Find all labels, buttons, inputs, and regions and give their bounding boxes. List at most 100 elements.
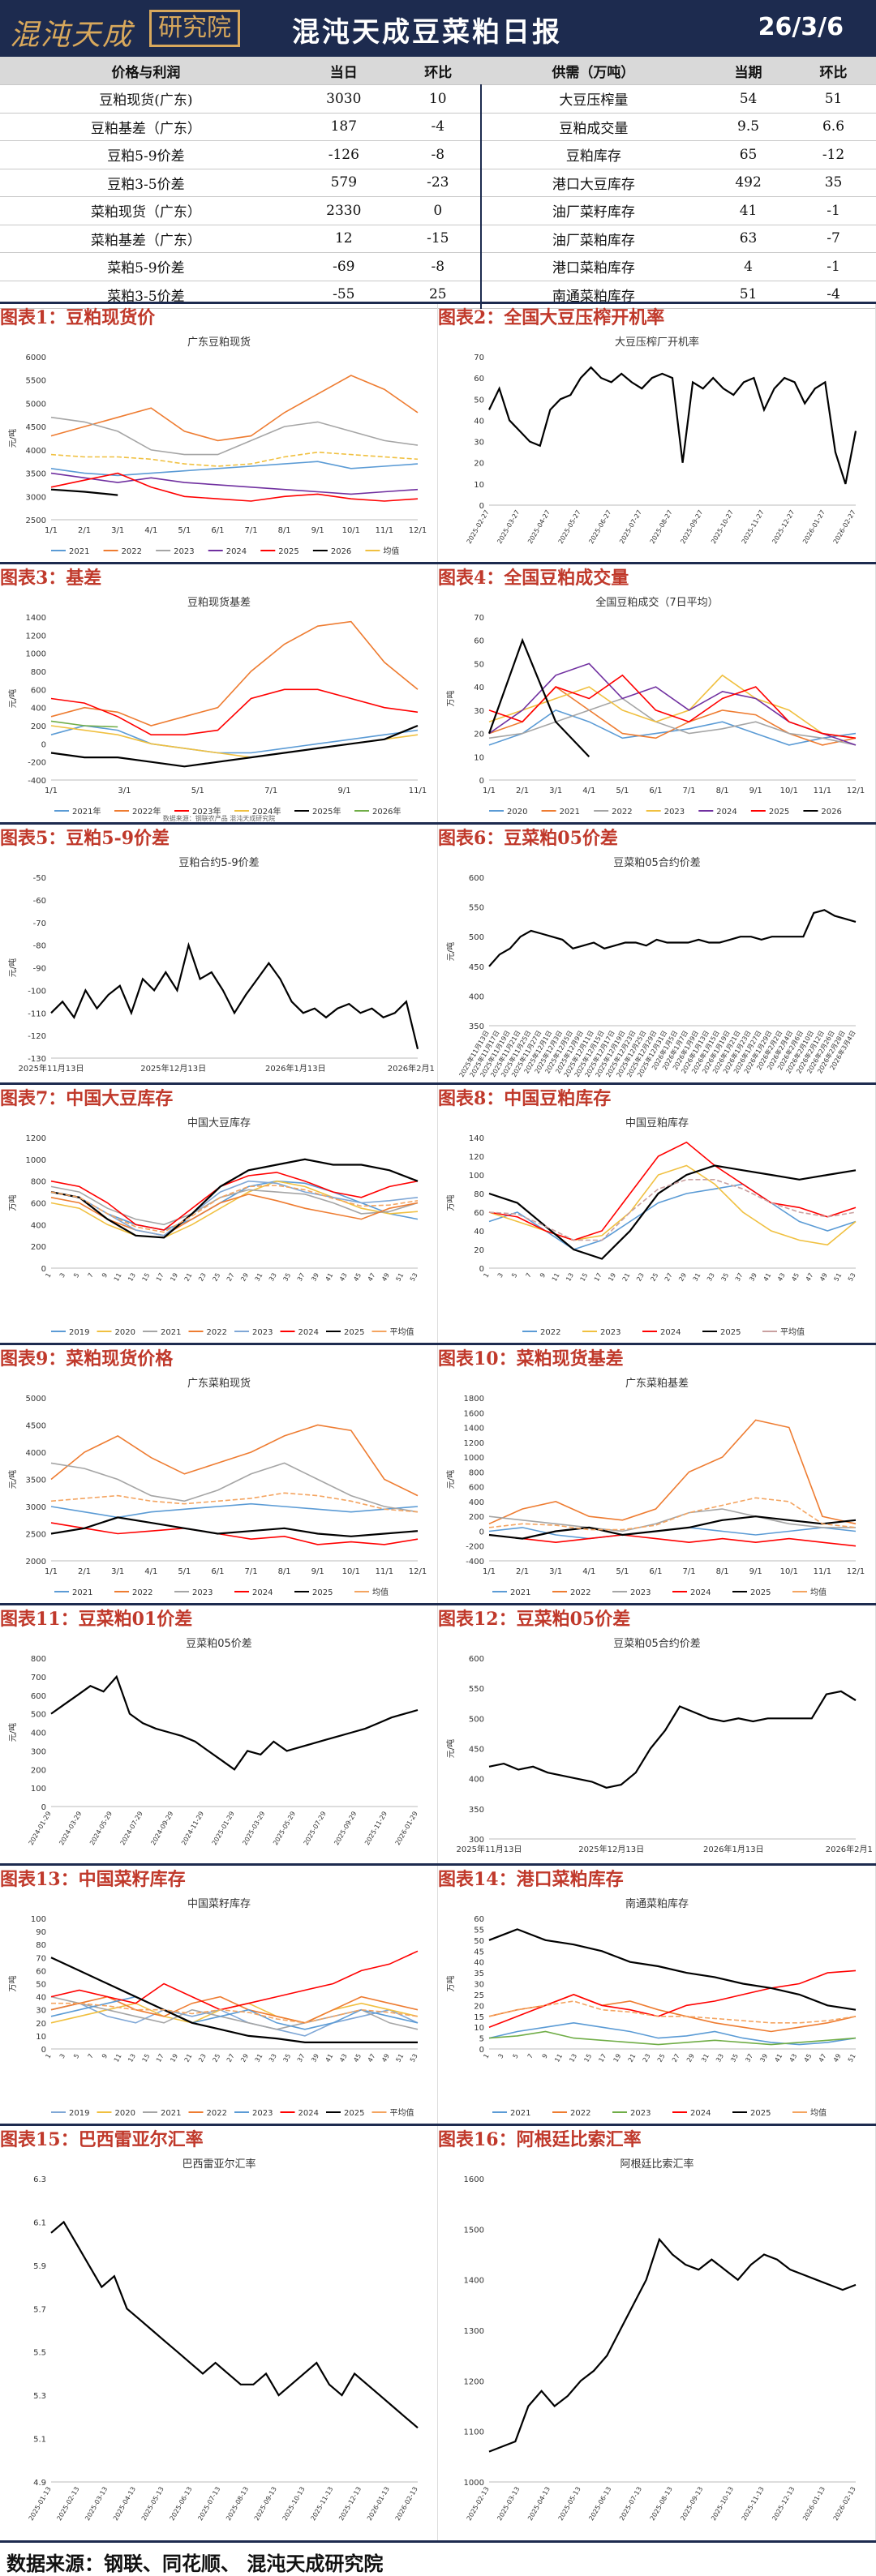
chart-heading: 图表16：阿根廷比索汇率 bbox=[438, 2129, 642, 2150]
x-tick-label: 8/1 bbox=[278, 526, 291, 535]
x-tick-label: 2025-02-27 bbox=[466, 509, 491, 546]
x-tick-label: 2025年11月13日 bbox=[19, 1063, 84, 1074]
y-tick-label: 40 bbox=[474, 684, 484, 692]
x-tick-label: 7/1 bbox=[244, 526, 257, 535]
x-tick-label: 5/1 bbox=[178, 1567, 191, 1576]
row-divider bbox=[0, 1343, 876, 1345]
y-tick-label: -60 bbox=[33, 897, 46, 906]
y-tick-label: 1000 bbox=[26, 1156, 46, 1165]
y-tick-label: 400 bbox=[31, 1221, 46, 1230]
x-tick-label: 2026-02-27 bbox=[832, 509, 857, 546]
y-tick-label: -400 bbox=[466, 1558, 484, 1567]
x-tick-label: 31 bbox=[254, 1272, 264, 1283]
row-value: 579 bbox=[291, 169, 396, 197]
x-tick-label: 8/1 bbox=[716, 1567, 729, 1576]
y-tick-label: 30 bbox=[36, 2007, 46, 2016]
y-tick-label: -100 bbox=[28, 987, 46, 996]
y-axis-label: 元/吨 bbox=[445, 942, 456, 961]
series-line bbox=[50, 1950, 419, 2011]
x-tick-label: 11 bbox=[553, 2053, 564, 2064]
legend-label: 2023 bbox=[174, 547, 194, 556]
y-tick-label: 400 bbox=[469, 1498, 484, 1507]
x-tick-label: 5 bbox=[72, 2053, 80, 2060]
x-tick-label: 7/1 bbox=[264, 787, 277, 795]
legend-label: 2023 bbox=[252, 1328, 273, 1337]
series-line bbox=[487, 637, 590, 758]
legend-label: 2025 bbox=[750, 2109, 771, 2118]
chart-panel-14: 图表14：港口菜粕库存 南通菜粕库存 万吨 0 5 10 15 20 25 30 35 40 45 50 5… bbox=[438, 1865, 876, 2125]
x-tick-label: 3/1 bbox=[549, 1567, 562, 1576]
x-tick-label: 2025-07-13 bbox=[196, 2486, 221, 2522]
y-tick-label: 400 bbox=[469, 992, 484, 1001]
row-label: 菜粕5-9价差 bbox=[0, 252, 292, 281]
x-tick-label: 11/1 bbox=[814, 1567, 831, 1576]
y-tick-label: 10 bbox=[36, 2033, 46, 2042]
y-tick-label: 5.7 bbox=[33, 2305, 46, 2314]
legend-label: 2026 bbox=[331, 547, 351, 556]
x-tick-label: 2025-09-29 bbox=[333, 1811, 358, 1847]
y-tick-label: 0 bbox=[41, 1803, 46, 1812]
y-tick-label: 1600 bbox=[464, 1409, 484, 1418]
y-tick-label: 6.1 bbox=[33, 2218, 46, 2227]
x-tick-label: 2025-09-13 bbox=[679, 2486, 704, 2522]
y-axis-label: 万吨 bbox=[445, 1195, 456, 1211]
y-tick-label: 15 bbox=[474, 2013, 484, 2022]
legend-label: 2021 bbox=[510, 1588, 530, 1597]
legend-label: 平均值 bbox=[390, 2107, 414, 2118]
y-axis-label: 元/吨 bbox=[445, 1470, 456, 1489]
x-tick-label: 10/1 bbox=[780, 1567, 798, 1576]
y-tick-label: 2000 bbox=[26, 1558, 46, 1567]
y-tick-label: 140 bbox=[469, 1134, 484, 1143]
x-tick-label: 9/1 bbox=[311, 526, 324, 535]
x-tick-label: 47 bbox=[367, 1272, 377, 1283]
summary-table: 价格与利润 当日 环比 供需（万吨） 当期 环比 豆粕现货(广东) 3030 10 大… bbox=[0, 57, 876, 309]
x-tick-label: 35 bbox=[281, 1272, 292, 1283]
chart-heading: 图表1：豆粕现货价 bbox=[0, 307, 156, 328]
y-tick-label: -110 bbox=[28, 1009, 46, 1018]
x-tick-label: 2026年2月13日 bbox=[388, 1063, 434, 1074]
series-line bbox=[50, 1522, 419, 1545]
chart-title: 广东菜粕现货 bbox=[187, 1377, 251, 1390]
legend-label: 均值 bbox=[810, 2107, 827, 2118]
x-tick-label: 35 bbox=[281, 2053, 292, 2064]
y-tick-label: 0 bbox=[479, 502, 484, 511]
y-tick-label: 3500 bbox=[26, 1477, 46, 1485]
row-value: 0 bbox=[395, 196, 482, 225]
chart-title: 中国菜籽库存 bbox=[187, 1897, 251, 1910]
x-tick-label: 7 bbox=[525, 1272, 533, 1279]
series-line bbox=[50, 488, 118, 496]
chart-note: 数据来源：钢联农产品 混沌天成研究院 bbox=[163, 814, 276, 822]
y-axis-label: 元/吨 bbox=[7, 1723, 18, 1742]
legend-label: 2024 bbox=[690, 1588, 711, 1597]
row-value: 51 bbox=[706, 281, 792, 309]
footer: 数据来源：钢联、同花顺、 混沌天成研究院 bbox=[0, 2540, 876, 2575]
x-tick-label: 41 bbox=[762, 1272, 773, 1283]
series-line bbox=[50, 1502, 419, 1519]
x-tick-label: 2024-11-29 bbox=[180, 1811, 205, 1847]
chart-panel-1: 图表1：豆粕现货价 广东豆粕现货 元/吨 2500 3000 3500 4000 4500 50… bbox=[0, 303, 438, 564]
series-line bbox=[488, 1515, 857, 1540]
legend-label: 2019 bbox=[69, 2109, 89, 2118]
y-tick-label: 0 bbox=[479, 777, 484, 786]
legend-label: 2025年 bbox=[312, 806, 341, 817]
legend-label: 2024 bbox=[660, 1328, 681, 1337]
row-label: 油厂菜粕库存 bbox=[480, 225, 706, 253]
legend-label: 平均值 bbox=[390, 1327, 414, 1337]
row-value: -8 bbox=[395, 252, 482, 281]
y-tick-label: 400 bbox=[31, 1729, 46, 1738]
y-tick-label: 450 bbox=[469, 1746, 484, 1755]
row-value: 51 bbox=[791, 84, 876, 114]
legend-label: 2021 bbox=[69, 547, 89, 556]
x-tick-label: 31 bbox=[254, 2053, 264, 2064]
row-label: 豆粕基差（广东） bbox=[0, 113, 292, 141]
x-tick-label: 27 bbox=[663, 1272, 674, 1283]
table-row: 菜粕5-9价差 -69 -8 港口菜粕库存 4 -1 bbox=[0, 252, 876, 281]
series-line bbox=[488, 697, 857, 746]
legend-label: 均值 bbox=[810, 1587, 827, 1597]
y-tick-label: 300 bbox=[31, 1747, 46, 1756]
x-tick-label: 47 bbox=[367, 2053, 377, 2064]
y-tick-label: 500 bbox=[469, 1715, 484, 1724]
chart-heading: 图表11：豆菜粕01价差 bbox=[0, 1609, 193, 1630]
